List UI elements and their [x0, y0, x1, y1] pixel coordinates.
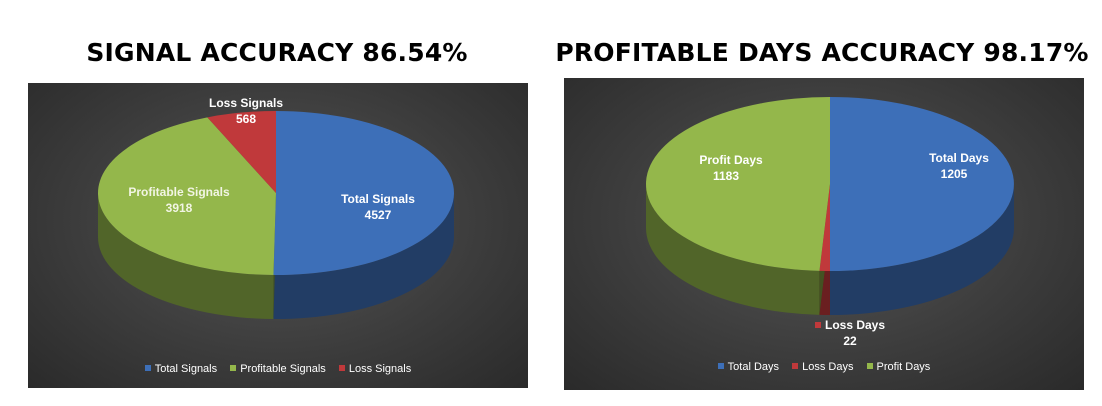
chart-2-slice-total-days: [830, 97, 1014, 271]
legend-swatch: [717, 363, 724, 369]
chart-2-side-profit-days: [646, 184, 820, 315]
label-total-days-name: Total Days: [904, 150, 1004, 166]
label-loss-signals-name: Loss Signals: [208, 96, 284, 110]
legend-label: Total Days: [727, 361, 780, 373]
label-loss-days-text: Loss Days: [824, 318, 886, 332]
label-marker: [689, 157, 696, 163]
label-marker: [919, 155, 926, 161]
chart-2-panel: Total Days 1205 Profit Days 1183 Loss Da…: [564, 78, 1084, 390]
legend-item-total-days: Total Days: [717, 361, 780, 373]
legend-label: Profit Days: [876, 361, 931, 373]
legend-swatch: [144, 365, 151, 371]
label-total-signals-value: 4527: [364, 208, 392, 222]
chart-2-slice-profit-days: [646, 97, 830, 271]
chart-2-legend: Total Days Loss Days Profit Days: [564, 361, 1084, 373]
legend-item-loss-days: Loss Days: [792, 361, 853, 373]
label-marker: [814, 322, 821, 328]
label-profitable-signals-name: Profitable Signals: [128, 185, 230, 199]
label-profit-days-text: Profit Days: [699, 153, 763, 167]
legend-item-loss-signals: Loss Signals: [338, 363, 412, 375]
label-total-days-text: Total Days: [929, 151, 989, 165]
legend-label: Total Signals: [154, 363, 218, 375]
label-loss-days-value: 22: [843, 334, 857, 348]
chart-2-pie: [646, 97, 1014, 315]
chart-1-side-profitable-signals: [98, 193, 274, 319]
chart-1-slice-total-signals: [273, 111, 454, 275]
label-loss-signals-value: 568: [235, 112, 257, 126]
chart-1-side-total-signals: [273, 193, 454, 319]
legend-swatch: [230, 365, 237, 371]
label-loss-days: Loss Days 22: [800, 317, 900, 349]
chart-1-title: SIGNAL ACCURACY 86.54%: [86, 38, 468, 67]
legend-swatch: [866, 363, 873, 369]
label-total-signals-name: Total Signals: [341, 192, 415, 206]
legend-label: Profitable Signals: [240, 363, 326, 375]
chart-1-panel: Total Signals 4527 Profitable Signals 39…: [28, 83, 528, 388]
label-profitable-signals: Profitable Signals 3918: [114, 184, 244, 216]
label-profitable-signals-value: 3918: [165, 201, 193, 215]
legend-item-profit-days: Profit Days: [866, 361, 931, 373]
label-loss-signals: Loss Signals 568: [196, 95, 296, 127]
chart-1-slice-profitable-signals: [98, 117, 276, 275]
chart-2-side-total-days: [830, 184, 1014, 315]
legend-swatch: [792, 363, 799, 369]
label-profit-days-name: Profit Days: [676, 152, 776, 168]
legend-label: Loss Signals: [348, 363, 412, 375]
chart-2-slice-loss-days: [819, 184, 830, 271]
label-total-days-value: 1205: [940, 167, 968, 181]
chart-1-pie: [98, 111, 454, 319]
label-total-days: Total Days 1205: [904, 150, 1004, 182]
label-profit-days: Profit Days 1183: [676, 152, 776, 184]
label-profit-days-value: 1183: [712, 169, 740, 183]
label-loss-days-name: Loss Days: [800, 317, 900, 333]
chart-1-slice-loss-signals: [207, 111, 276, 193]
legend-item-total-signals: Total Signals: [144, 363, 218, 375]
legend-swatch: [338, 365, 345, 371]
legend-item-profitable-signals: Profitable Signals: [230, 363, 326, 375]
label-total-signals: Total Signals 4527: [328, 191, 428, 223]
legend-label: Loss Days: [802, 361, 854, 373]
chart-1-legend: Total Signals Profitable Signals Loss Si…: [28, 363, 528, 375]
chart-2-title: PROFITABLE DAYS ACCURACY 98.17%: [555, 38, 1089, 67]
